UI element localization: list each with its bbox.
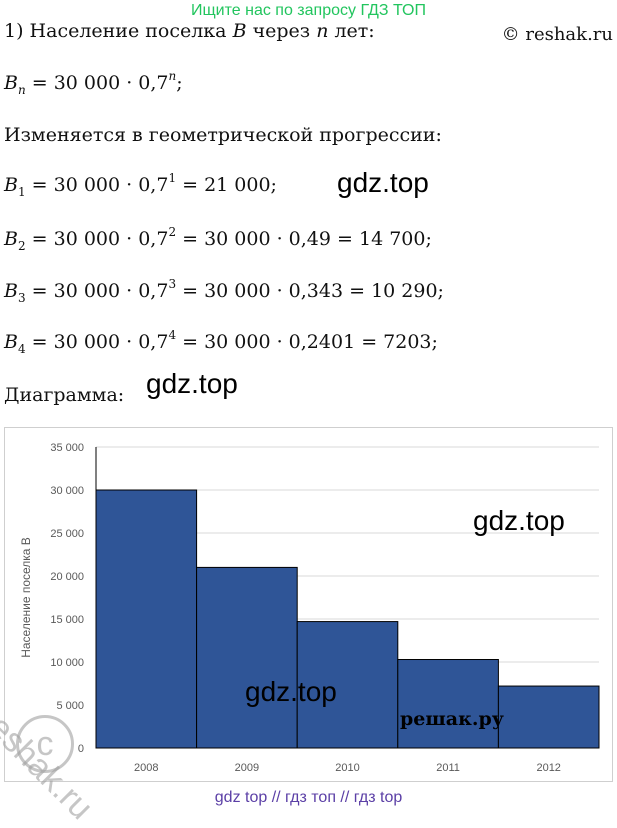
- reshak-ru-watermark: решак.ру: [400, 708, 504, 730]
- gdz-watermark-4: gdz.top: [245, 676, 337, 707]
- copyright-circle-watermark: c: [16, 715, 74, 773]
- y-tick-label: 30 000: [50, 485, 84, 497]
- formula-rest: = 30 000 · 0,7: [25, 72, 169, 94]
- x-tick-label: 2009: [235, 762, 259, 774]
- gdz-watermark-2: gdz.top: [146, 368, 238, 399]
- bar: [497, 685, 600, 749]
- b3-sup: 3: [168, 277, 177, 291]
- y-axis-title: Население поселка B: [19, 537, 33, 658]
- formula-var: B: [4, 72, 18, 94]
- b4-sup: 4: [168, 328, 177, 342]
- b3-end: = 30 000 · 0,343 = 10 290;: [176, 280, 444, 302]
- bar: [196, 566, 298, 749]
- gdz-watermark-3: gdz.top: [473, 505, 565, 536]
- x-tick-label: 2011: [436, 762, 460, 774]
- b2-rest: = 30 000 · 0,7: [25, 228, 169, 250]
- bar: [95, 489, 198, 749]
- general-formula: Bn = 30 000 · 0,7n;: [4, 69, 183, 97]
- search-hint-banner: Ищите нас по запросу ГДЗ ТОП: [191, 2, 426, 19]
- b4-end: = 30 000 · 0,2401 = 7203;: [176, 331, 438, 353]
- x-tick-label: 2008: [134, 762, 158, 774]
- b4-sub: 4: [17, 342, 26, 356]
- b2-var: B: [4, 228, 18, 250]
- var-n: n: [316, 20, 329, 42]
- var-B: B: [232, 20, 247, 42]
- b3-var: B: [4, 280, 18, 302]
- b4-rest: = 30 000 · 0,7: [25, 331, 169, 353]
- b2-line: B2 = 30 000 · 0,72 = 30 000 · 0,49 = 14 …: [4, 225, 432, 253]
- b1-sub: 1: [17, 185, 26, 199]
- x-tick-label: 2010: [335, 762, 359, 774]
- footer-links: gdz top // гдз топ // гдз top: [214, 789, 403, 806]
- chart-frame: [4, 427, 613, 782]
- gdz-watermark-1: gdz.top: [337, 167, 429, 198]
- b1-end: = 21 000;: [176, 174, 277, 196]
- b1-line: B1 = 30 000 · 0,71 = 21 000;: [4, 171, 277, 199]
- y-tick-label: 25 000: [50, 528, 84, 540]
- y-tick-label: 5 000: [56, 700, 84, 712]
- diagram-label: Диаграмма:: [4, 384, 125, 406]
- bar: [397, 659, 499, 749]
- problem-statement: 1) Население поселка B через n лет:: [4, 20, 375, 42]
- y-tick-label: 10 000: [50, 657, 84, 669]
- b2-sup: 2: [168, 225, 177, 239]
- y-tick-label: 20 000: [50, 571, 84, 583]
- y-tick-label: 35 000: [50, 442, 84, 454]
- b2-sub: 2: [17, 239, 26, 253]
- b3-sub: 3: [17, 291, 26, 305]
- statement-prefix: 1) Население поселка: [4, 20, 233, 42]
- b1-sup: 1: [168, 171, 177, 185]
- copyright-label: © reshak.ru: [501, 24, 613, 45]
- y-tick-label: 0: [78, 743, 84, 755]
- b3-rest: = 30 000 · 0,7: [25, 280, 169, 302]
- b3-line: B3 = 30 000 · 0,73 = 30 000 · 0,343 = 10…: [4, 277, 444, 305]
- x-tick-label: 2012: [536, 762, 560, 774]
- y-tick-label: 15 000: [50, 614, 84, 626]
- b2-end: = 30 000 · 0,49 = 14 700;: [176, 228, 432, 250]
- b4-var: B: [4, 331, 18, 353]
- b1-var: B: [4, 174, 18, 196]
- b1-rest: = 30 000 · 0,7: [25, 174, 169, 196]
- formula-sub: n: [17, 83, 26, 97]
- formula-end: ;: [176, 72, 183, 94]
- bar: [296, 621, 399, 749]
- formula-sup: n: [168, 69, 177, 83]
- statement-mid: через: [246, 20, 317, 42]
- progression-text: Изменяется в геометрической прогрессии:: [4, 124, 442, 146]
- statement-suffix: лет:: [328, 20, 375, 42]
- b4-line: B4 = 30 000 · 0,74 = 30 000 · 0,2401 = 7…: [4, 328, 438, 356]
